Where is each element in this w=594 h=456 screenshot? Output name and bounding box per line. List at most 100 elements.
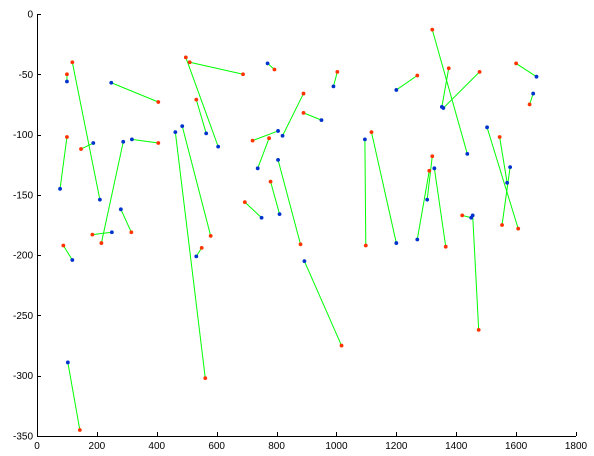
y-tick-label: -50	[19, 70, 34, 81]
segment-line	[499, 136, 508, 183]
endpoint-blue-dot	[280, 133, 285, 138]
segment-line	[529, 93, 534, 105]
segment-line	[370, 132, 397, 244]
endpoint-red-dot	[241, 72, 245, 77]
endpoint-red-dot	[183, 55, 188, 60]
endpoint-blue-dot	[97, 197, 102, 202]
segment-line	[131, 138, 159, 144]
endpoint-red-dot	[203, 376, 208, 381]
endpoint-blue-dot	[109, 80, 114, 85]
segment-line	[195, 99, 207, 134]
segment-line	[257, 138, 270, 169]
endpoint-red-dot	[187, 60, 192, 65]
y-tick-label: -350	[13, 432, 33, 443]
endpoint-red-dot	[477, 69, 482, 74]
segment-line	[472, 215, 480, 330]
endpoint-red-dot	[194, 97, 199, 102]
endpoints	[58, 27, 539, 432]
endpoint-red-dot	[339, 343, 344, 348]
endpoint-red-dot	[65, 135, 69, 139]
endpoint-blue-dot	[91, 141, 96, 145]
endpoint-blue-dot	[70, 258, 75, 262]
segment-line	[303, 112, 322, 121]
segment-line	[426, 156, 433, 200]
endpoint-red-dot	[61, 243, 66, 248]
endpoint-blue-dot	[425, 197, 430, 202]
endpoint-red-dot	[90, 232, 95, 237]
endpoint-red-dot	[268, 179, 273, 184]
endpoint-red-dot	[298, 242, 303, 247]
x-tick-label: 1200	[385, 441, 408, 452]
y-tick-label: -200	[13, 251, 33, 262]
segment-line	[185, 57, 219, 147]
segment-line	[515, 63, 537, 78]
x-tick-label: 800	[268, 441, 285, 452]
segment-line	[244, 201, 262, 219]
endpoint-red-dot	[476, 327, 481, 332]
endpoint-blue-dot	[505, 180, 510, 185]
segment-line	[396, 75, 418, 91]
endpoint-red-dot	[77, 428, 82, 432]
x-tick-label: 600	[208, 441, 225, 452]
segment-line	[92, 231, 112, 236]
endpoint-red-dot	[527, 102, 532, 107]
endpoint-red-dot	[301, 91, 306, 96]
endpoint-red-dot	[272, 67, 277, 72]
endpoint-red-dot	[415, 73, 420, 78]
segment-line	[303, 260, 342, 346]
y-tick-label: -150	[13, 190, 33, 201]
y-tick-label: -300	[13, 371, 33, 382]
endpoint-red-dot	[430, 27, 435, 32]
segment-line	[364, 139, 367, 246]
endpoint-red-dot	[250, 138, 255, 143]
endpoint-blue-dot	[362, 137, 367, 142]
segment-line	[431, 29, 468, 154]
endpoint-blue-dot	[180, 124, 185, 129]
endpoint-red-dot	[301, 110, 306, 115]
endpoint-blue-dot	[331, 84, 336, 89]
endpoint-blue-dot	[65, 79, 69, 84]
segment-line	[62, 245, 73, 261]
segment-line	[67, 362, 81, 431]
endpoint-blue-dot	[394, 241, 399, 245]
endpoint-red-dot	[129, 230, 134, 235]
endpoint-red-dot	[369, 130, 374, 135]
endpoint-blue-dot	[58, 186, 62, 191]
x-tick-label: 200	[89, 441, 106, 452]
segment-line	[181, 126, 212, 236]
endpoint-blue-dot	[319, 118, 324, 123]
endpoint-blue-dot	[415, 237, 420, 242]
endpoint-blue-dot	[276, 157, 280, 162]
x-tick-label: 1400	[445, 441, 468, 452]
endpoint-blue-dot	[485, 125, 489, 130]
endpoint-blue-dot	[173, 130, 178, 135]
endpoint-blue-dot	[255, 166, 260, 171]
endpoint-blue-dot	[121, 139, 126, 144]
segment-line	[501, 167, 511, 226]
endpoint-red-dot	[446, 66, 451, 71]
y-tick-label: -100	[13, 130, 33, 141]
endpoint-blue-dot	[130, 137, 134, 142]
segment-line	[486, 127, 519, 229]
y-tick-label: 0	[27, 10, 33, 21]
endpoint-blue-dot	[470, 213, 475, 218]
endpoint-blue-dot	[508, 165, 513, 170]
segment-line	[100, 141, 124, 244]
endpoint-red-dot	[430, 154, 435, 159]
endpoint-blue-dot	[534, 74, 539, 79]
segments	[59, 29, 537, 431]
endpoint-red-dot	[516, 226, 521, 231]
x-tick-label: 1600	[505, 441, 528, 452]
endpoint-red-dot	[199, 246, 204, 250]
endpoint-blue-dot	[394, 88, 399, 92]
segment-line	[120, 209, 132, 233]
endpoint-red-dot	[363, 243, 368, 248]
endpoint-blue-dot	[302, 259, 307, 264]
endpoint-blue-dot	[216, 144, 221, 149]
segment-line	[433, 168, 447, 247]
segment-line	[277, 159, 301, 245]
endpoint-red-dot	[500, 223, 504, 227]
endpoint-blue-dot	[441, 106, 446, 110]
